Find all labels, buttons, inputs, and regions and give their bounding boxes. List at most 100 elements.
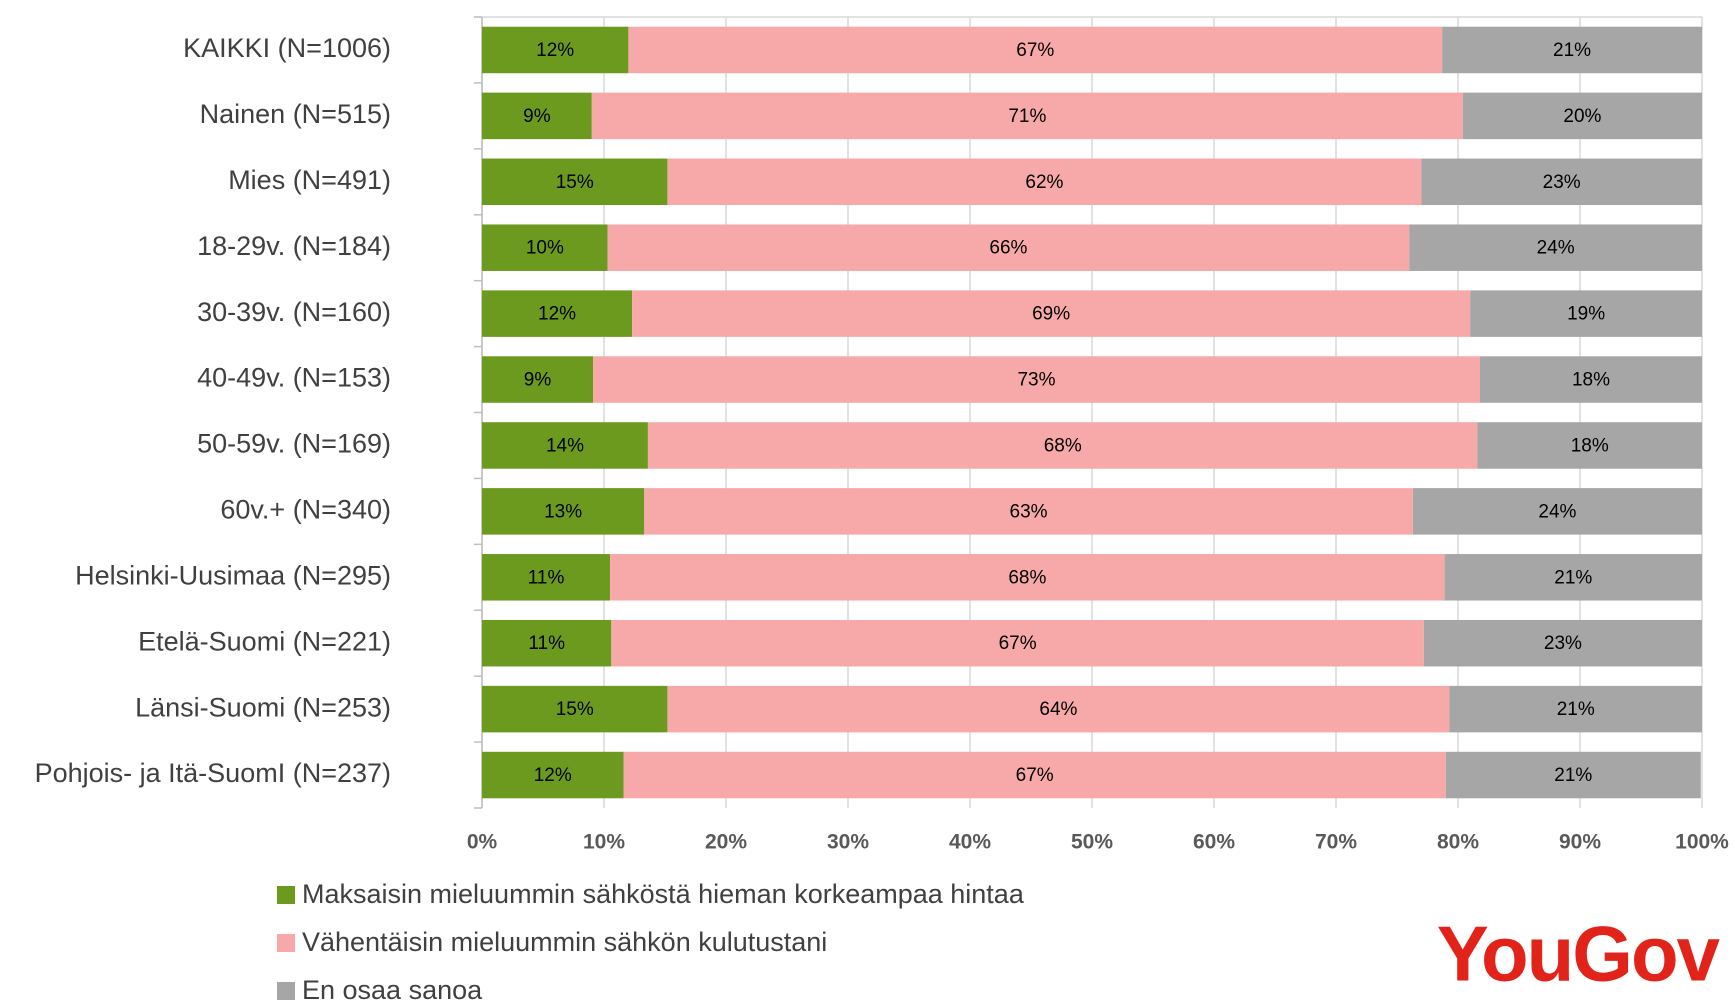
bar-segment: [1479, 356, 1702, 403]
bar-segment: [482, 290, 633, 337]
x-tick-label: 40%: [949, 831, 991, 854]
x-tick-label: 70%: [1315, 831, 1357, 854]
value-label: 66%: [989, 238, 1027, 259]
bar-segment: [647, 422, 1478, 469]
value-label: 15%: [556, 699, 594, 720]
legend-swatch: [277, 934, 295, 952]
bar-segment: [611, 619, 1424, 667]
x-tick-label: 10%: [583, 831, 625, 854]
bar-segment: [482, 422, 648, 469]
value-label: 24%: [1537, 238, 1575, 259]
x-tick-label: 90%: [1559, 831, 1601, 854]
category-label: 30-39v. (N=160): [197, 297, 391, 327]
bar-segment: [482, 488, 645, 535]
legend-label: En osaa sanoa: [302, 975, 483, 1003]
x-tick-label: 80%: [1437, 831, 1479, 854]
value-label: 12%: [534, 765, 572, 786]
bar-segment: [1421, 158, 1702, 206]
value-label: 67%: [999, 633, 1037, 654]
category-label: 18-29v. (N=184): [197, 231, 391, 261]
value-label: 20%: [1563, 106, 1601, 127]
bar-segment: [593, 356, 1480, 403]
value-label: 62%: [1025, 172, 1063, 193]
bar-segment: [628, 26, 1443, 74]
bar-segment: [482, 92, 592, 140]
bar-segment: [1477, 422, 1702, 469]
value-label: 18%: [1571, 435, 1609, 456]
value-label: 10%: [526, 238, 564, 259]
bar-segment: [1442, 26, 1702, 74]
category-label: Länsi-Suomi (N=253): [135, 692, 391, 722]
bar-segment: [1445, 751, 1701, 799]
legend-label: Maksaisin mieluummin sähköstä hieman kor…: [302, 879, 1025, 909]
value-label: 69%: [1032, 304, 1070, 325]
x-tick-label: 60%: [1193, 831, 1235, 854]
value-label: 9%: [523, 106, 551, 127]
value-label: 63%: [1010, 501, 1048, 522]
bar-segment: [1470, 290, 1702, 337]
value-label: 18%: [1572, 370, 1610, 391]
value-label: 11%: [528, 633, 565, 654]
x-tick-label: 30%: [827, 831, 869, 854]
x-tick-label: 100%: [1675, 831, 1729, 854]
value-label: 67%: [1016, 40, 1054, 61]
bar-segment: [1412, 488, 1702, 535]
x-tick-label: 20%: [705, 831, 747, 854]
category-label: Etelä-Suomi (N=221): [138, 626, 391, 656]
bar-segment: [1423, 619, 1702, 667]
category-label: 40-49v. (N=153): [197, 363, 391, 393]
bar-segment: [632, 290, 1471, 337]
value-label: 13%: [544, 501, 582, 522]
value-label: 67%: [1016, 765, 1054, 786]
value-label: 23%: [1543, 172, 1581, 193]
bar-segment: [482, 751, 624, 799]
value-label: 73%: [1017, 370, 1055, 391]
value-label: 12%: [538, 304, 576, 325]
bar-segment: [667, 685, 1450, 733]
value-label: 21%: [1554, 567, 1592, 588]
value-label: 71%: [1008, 106, 1046, 127]
value-label: 9%: [524, 370, 552, 391]
bar-segment: [610, 554, 1445, 601]
value-label: 68%: [1044, 435, 1082, 456]
value-label: 64%: [1039, 699, 1077, 720]
bar-segment: [667, 158, 1422, 206]
bar-segment: [1462, 92, 1702, 140]
category-label: 50-59v. (N=169): [197, 429, 391, 459]
x-tick-label: 0%: [467, 831, 498, 854]
category-label: Helsinki-Uusimaa (N=295): [75, 560, 391, 590]
x-tick-label: 50%: [1071, 831, 1113, 854]
value-label: 12%: [536, 40, 574, 61]
bar-segment: [591, 92, 1463, 140]
value-label: 21%: [1557, 699, 1595, 720]
category-label: Mies (N=491): [228, 165, 391, 195]
category-label: KAIKKI (N=1006): [183, 33, 391, 63]
value-label: 21%: [1554, 765, 1592, 786]
legend-swatch: [277, 982, 295, 1000]
value-label: 14%: [546, 435, 584, 456]
value-label: 15%: [556, 172, 594, 193]
bar-segment: [482, 554, 611, 601]
bar-segment: [644, 488, 1413, 535]
bar-segment: [1409, 224, 1702, 271]
value-label: 11%: [528, 567, 565, 588]
value-label: 24%: [1538, 501, 1576, 522]
bar-segment: [1449, 685, 1702, 733]
bar-segment: [482, 356, 594, 403]
value-label: 68%: [1008, 567, 1046, 588]
value-label: 21%: [1553, 40, 1591, 61]
bar-segment: [482, 26, 629, 74]
bar-segment: [482, 685, 668, 733]
bar-segment: [607, 224, 1410, 271]
logo: YouGov: [1437, 910, 1721, 998]
legend-label: Vähentäisin mieluummin sähkön kulutustan…: [302, 927, 827, 957]
bar-segment: [482, 224, 608, 271]
legend-swatch: [277, 886, 295, 904]
value-label: 19%: [1567, 304, 1605, 325]
bar-segment: [482, 158, 668, 206]
category-label: Nainen (N=515): [200, 99, 391, 129]
category-label: Pohjois- ja Itä-SuomI (N=237): [35, 758, 391, 788]
bar-segment: [623, 751, 1446, 799]
